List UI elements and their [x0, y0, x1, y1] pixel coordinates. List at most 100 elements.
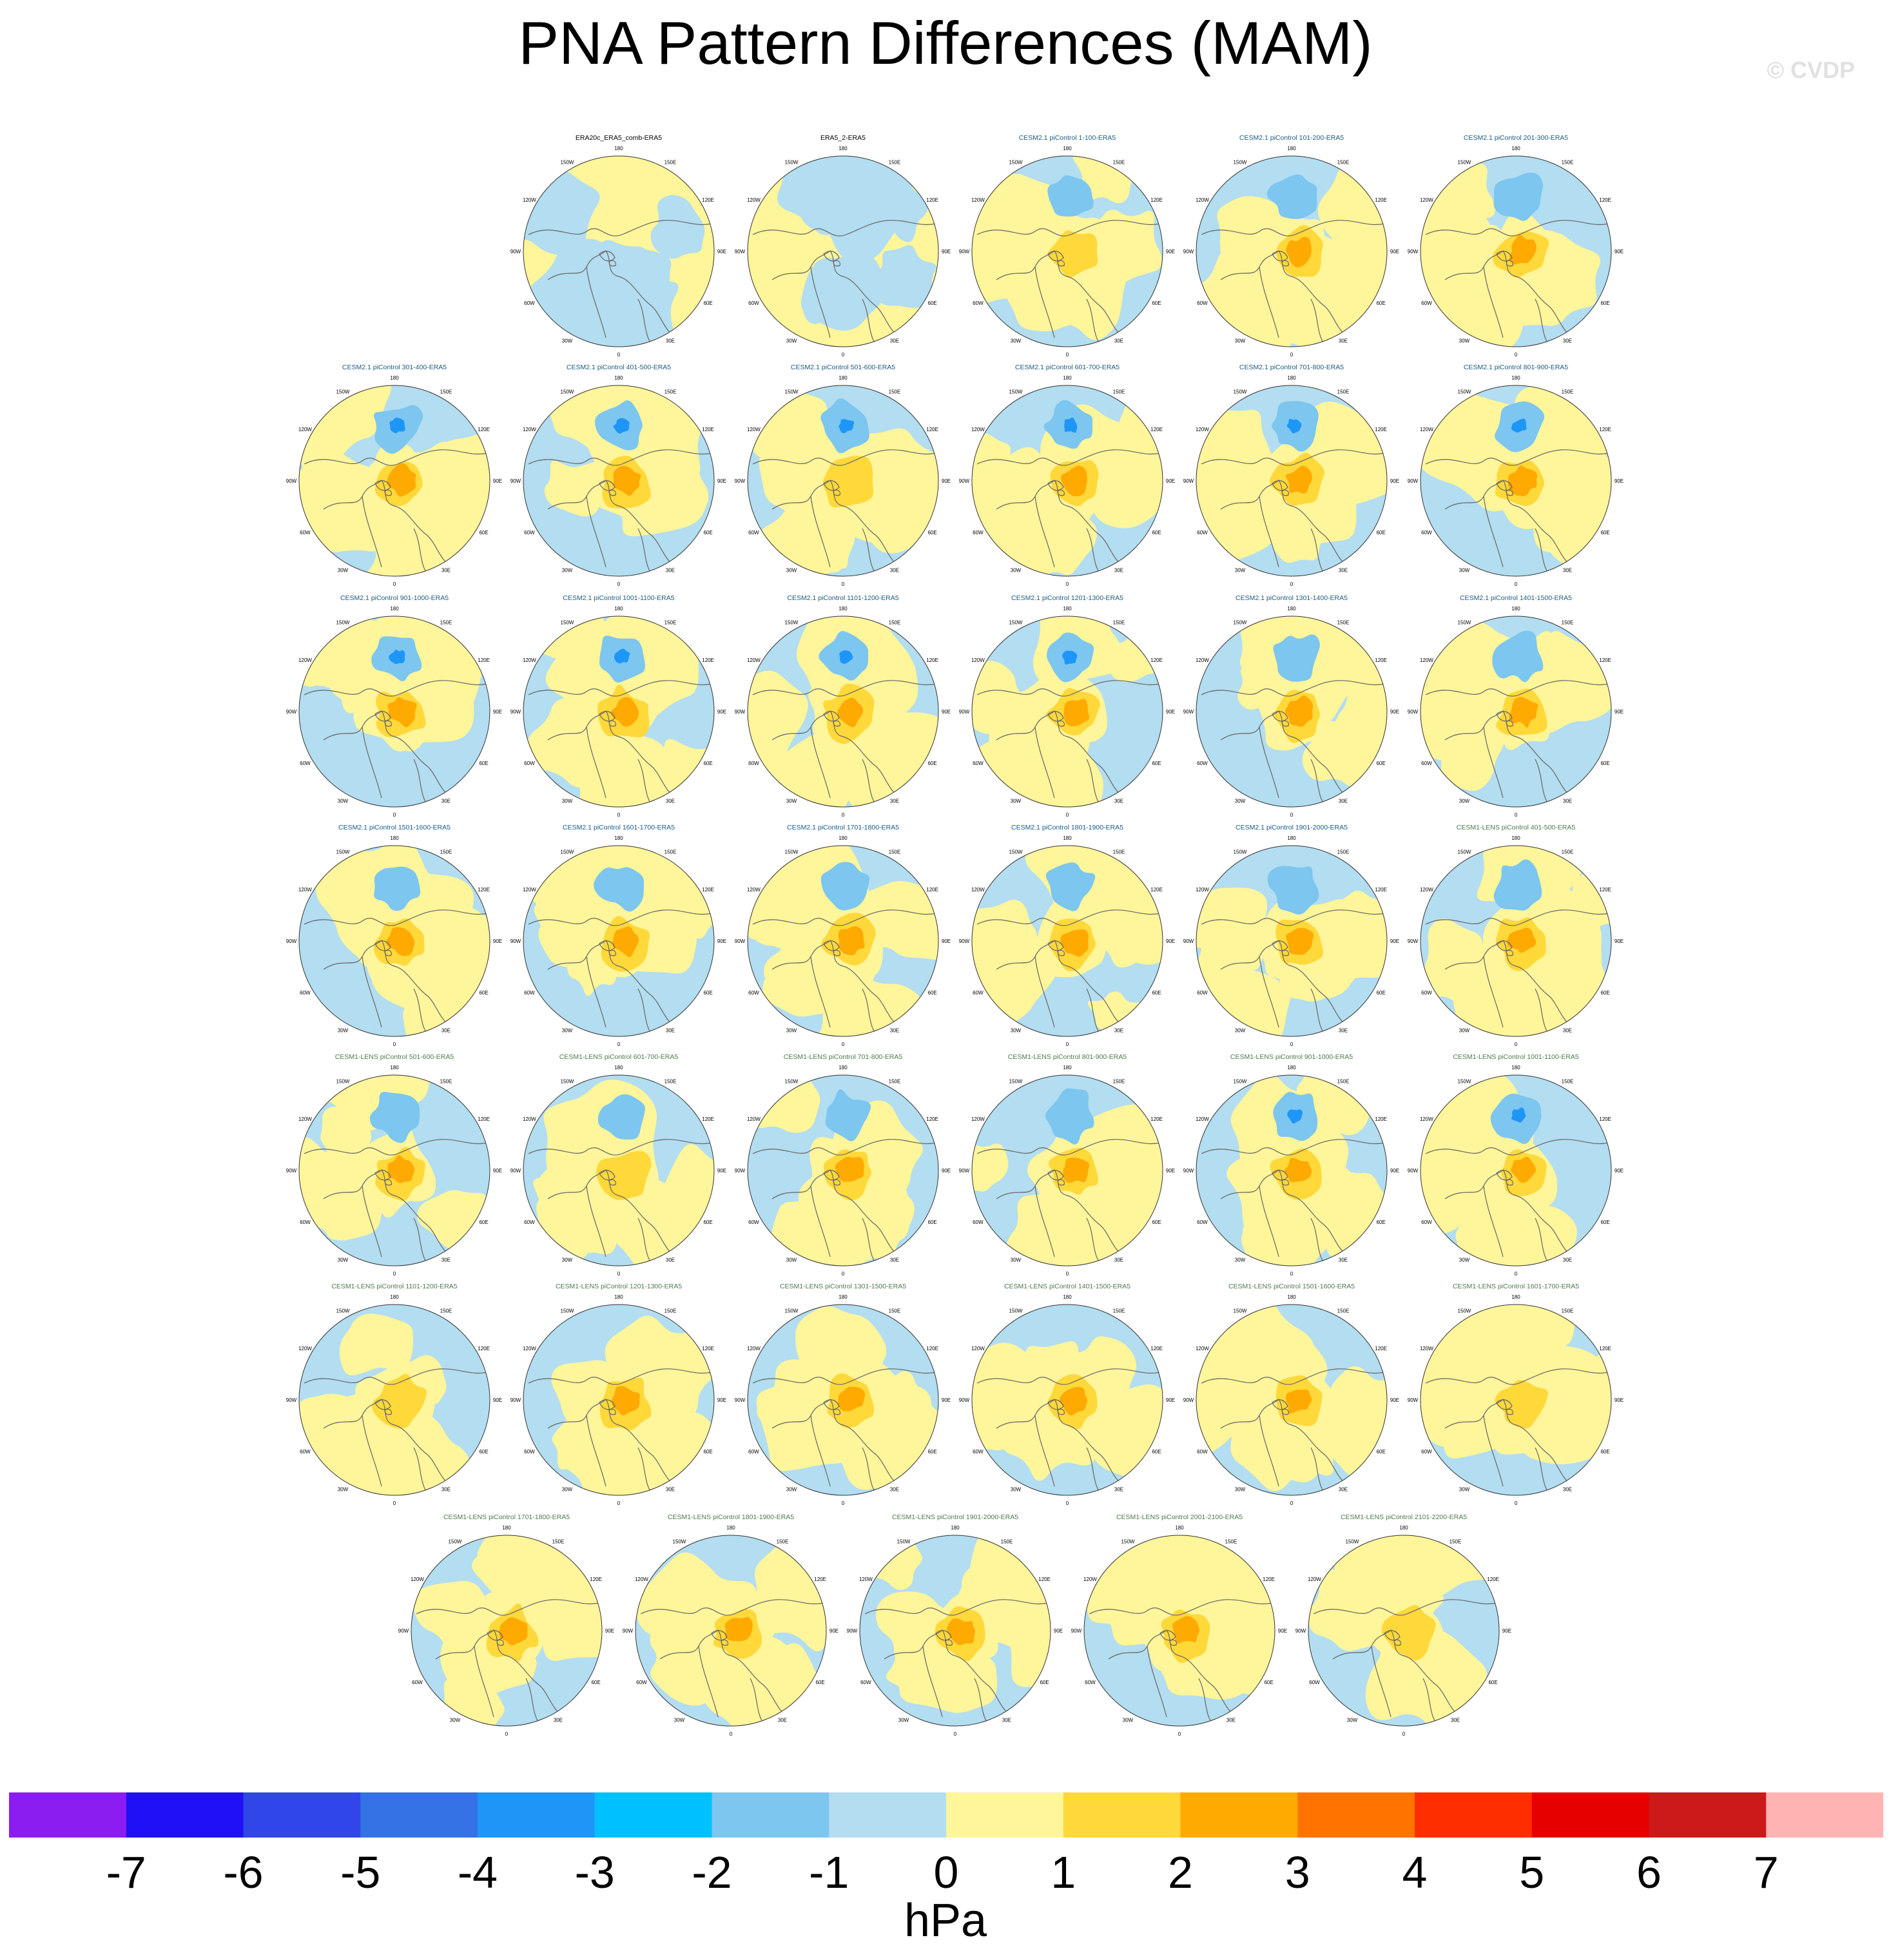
longitude-label: 120W — [1083, 1577, 1097, 1582]
longitude-label: 90E — [942, 938, 951, 944]
longitude-label: 180 — [1287, 606, 1296, 612]
longitude-label: 120W — [298, 657, 312, 663]
longitude-label: 30W — [1459, 338, 1470, 344]
longitude-label: 120E — [1599, 1346, 1611, 1352]
polar-stereographic-map: 180 150E 120E 90E 60E 30E 0 30W 60W 90W 120W 150W — [1408, 1294, 1624, 1506]
longitude-label: 120W — [747, 427, 761, 432]
longitude-label: 0 — [842, 352, 845, 358]
longitude-label: 90E — [1615, 1397, 1624, 1403]
longitude-label: 90W — [959, 249, 970, 255]
longitude-label: 60E — [1376, 1449, 1385, 1455]
longitude-label: 120E — [926, 657, 938, 663]
longitude-label: 0 — [1290, 581, 1294, 587]
longitude-label: 0 — [617, 812, 621, 818]
colorbar-tick-label: -1 — [809, 1847, 849, 1897]
longitude-label: 180 — [614, 1294, 623, 1300]
longitude-label: 120E — [1375, 1116, 1387, 1122]
longitude-label: 30E — [890, 1487, 899, 1493]
polar-stereographic-map: 180 150E 120E 90E 60E 30E 0 30W 60W 90W 120W 150W — [735, 146, 951, 358]
longitude-label: 150W — [1009, 849, 1023, 855]
longitude-label: 180 — [839, 1065, 848, 1071]
map-panel: CESM1-LENS piControl 1801-1900-ERA5 180 15… — [621, 1513, 840, 1743]
longitude-label: 150E — [1113, 849, 1125, 855]
longitude-label: 150W — [561, 159, 574, 165]
longitude-label: 180 — [951, 1525, 960, 1531]
longitude-label: 120E — [926, 887, 938, 893]
longitude-label: 60E — [1600, 1449, 1609, 1455]
longitude-label: 30E — [441, 1028, 451, 1034]
longitude-label: 90W — [286, 709, 297, 715]
longitude-label: 30E — [890, 1028, 899, 1034]
longitude-label: 150E — [440, 849, 452, 855]
longitude-label: 90E — [493, 1168, 502, 1174]
panel-title: CESM1-LENS piControl 1801-1900-ERA5 — [667, 1513, 795, 1521]
longitude-label: 30E — [1339, 1257, 1348, 1263]
longitude-label: 150E — [1562, 849, 1574, 855]
longitude-label: 180 — [1511, 835, 1520, 841]
longitude-label: 150E — [1337, 159, 1350, 165]
longitude-label: 60E — [927, 530, 936, 536]
colorbar-box — [1766, 1792, 1883, 1838]
longitude-label: 60W — [1197, 530, 1208, 536]
map-panel: CESM2.1 piControl 1401-1500-ERA5 180 150E 1… — [1406, 594, 1625, 824]
panel-title: CESM1-LENS piControl 701-800-ERA5 — [783, 1053, 903, 1061]
longitude-label: 30E — [1114, 1028, 1123, 1034]
longitude-label: 150W — [785, 849, 799, 855]
longitude-label: 90E — [717, 1168, 726, 1174]
longitude-label: 150W — [561, 1078, 574, 1084]
longitude-label: 60E — [1376, 1219, 1385, 1225]
longitude-label: 30E — [1114, 799, 1123, 804]
longitude-label: 0 — [1515, 352, 1518, 358]
longitude-label: 30W — [1011, 338, 1022, 344]
panel-title: CESM2.1 piControl 101-200-ERA5 — [1239, 134, 1344, 142]
longitude-label: 30E — [441, 1257, 451, 1263]
longitude-label: 60E — [1376, 530, 1385, 536]
longitude-label: 60W — [524, 300, 535, 306]
panel-title: CESM2.1 piControl 1401-1500-ERA5 — [1460, 594, 1572, 602]
colorbar-box — [9, 1792, 127, 1838]
panel-title: CESM1-LENS piControl 401-500-ERA5 — [1456, 824, 1576, 831]
longitude-label: 120E — [478, 657, 490, 663]
longitude-label: 0 — [1066, 1500, 1069, 1506]
longitude-label: 30W — [1011, 1487, 1022, 1493]
longitude-label: 180 — [1287, 1065, 1296, 1071]
panel-title: CESM2.1 piControl 301-400-ERA5 — [342, 364, 447, 371]
longitude-label: 60W — [300, 761, 311, 766]
longitude-label: 90W — [735, 1397, 746, 1403]
longitude-label: 0 — [1402, 1731, 1406, 1737]
panel-title: CESM2.1 piControl 1101-1200-ERA5 — [787, 594, 899, 602]
longitude-label: 90W — [1408, 1168, 1419, 1174]
longitude-label: 180 — [1063, 146, 1072, 151]
longitude-label: 150W — [1009, 1078, 1023, 1084]
longitude-label: 120W — [747, 1346, 761, 1352]
longitude-label: 120W — [1420, 1116, 1433, 1122]
longitude-label: 0 — [1066, 352, 1069, 358]
longitude-label: 90W — [510, 1168, 521, 1174]
longitude-label: 90E — [1390, 478, 1399, 484]
longitude-label: 150W — [1234, 849, 1247, 855]
longitude-label: 30W — [338, 1257, 349, 1263]
longitude-label: 0 — [842, 1500, 845, 1506]
longitude-label: 120W — [1196, 427, 1209, 432]
longitude-label: 90E — [1166, 478, 1175, 484]
longitude-label: 60E — [1152, 761, 1161, 766]
longitude-label: 90E — [493, 938, 502, 944]
colorbar-box — [712, 1792, 829, 1838]
polar-stereographic-map: 180 150E 120E 90E 60E 30E 0 30W 60W 90W 120W 150W — [510, 1065, 726, 1277]
longitude-label: 120W — [1420, 197, 1433, 203]
longitude-label: 120E — [926, 1346, 938, 1352]
longitude-label: 60W — [412, 1680, 423, 1685]
longitude-label: 30W — [1235, 1028, 1246, 1034]
longitude-label: 0 — [1290, 812, 1294, 818]
longitude-label: 60W — [524, 990, 535, 996]
longitude-label: 180 — [390, 1065, 399, 1071]
longitude-label: 120E — [590, 1577, 602, 1582]
longitude-label: 180 — [1175, 1525, 1184, 1531]
map-panel: CESM2.1 piControl 401-500-ERA5 180 150E 120… — [509, 364, 728, 593]
longitude-label: 150E — [440, 389, 452, 394]
longitude-label: 60E — [1152, 990, 1161, 996]
longitude-label: 30E — [1339, 799, 1348, 804]
longitude-label: 90E — [717, 478, 726, 484]
longitude-label: 60W — [300, 1449, 311, 1455]
longitude-label: 60E — [927, 300, 936, 306]
